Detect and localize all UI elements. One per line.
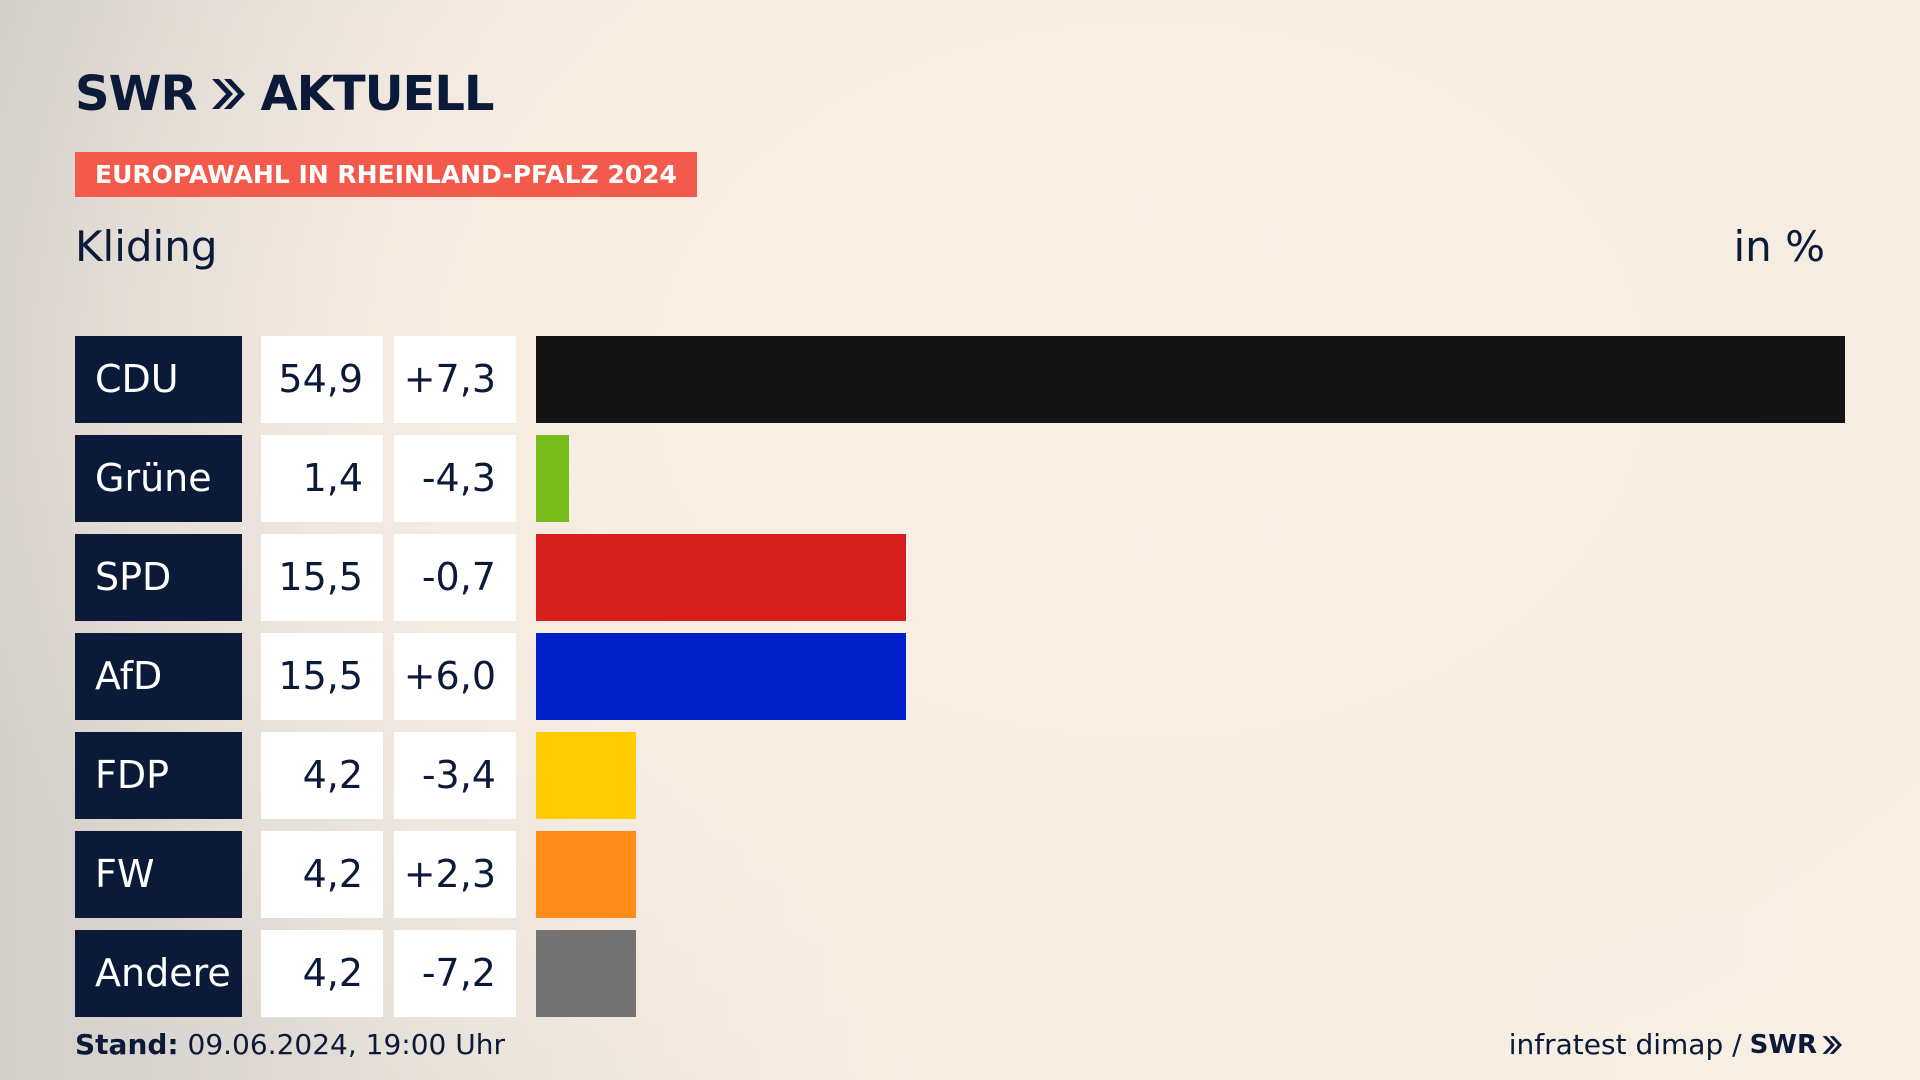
double-chevron-right-icon bbox=[1822, 1035, 1842, 1054]
party-label: AfD bbox=[75, 633, 242, 720]
result-bar bbox=[536, 732, 636, 819]
result-bar bbox=[536, 930, 636, 1017]
vote-change-value: -7,2 bbox=[394, 930, 516, 1017]
vote-change-value: -0,7 bbox=[394, 534, 516, 621]
swr-mini-logo: SWR bbox=[1750, 1030, 1843, 1060]
party-label: FDP bbox=[75, 732, 242, 819]
logo-swr-text: SWR bbox=[75, 66, 197, 122]
result-bar bbox=[536, 435, 569, 522]
vote-share-value: 4,2 bbox=[261, 732, 383, 819]
vote-change-value: +7,3 bbox=[394, 336, 516, 423]
party-label: SPD bbox=[75, 534, 242, 621]
vote-share-value: 15,5 bbox=[261, 534, 383, 621]
timestamp: Stand: 09.06.2024, 19:00 Uhr bbox=[75, 1028, 505, 1061]
source-credit: infratest dimap / SWR bbox=[1509, 1028, 1843, 1061]
vote-change-value: -3,4 bbox=[394, 732, 516, 819]
vote-change-value: +6,0 bbox=[394, 633, 516, 720]
party-label: Andere bbox=[75, 930, 242, 1017]
result-bar bbox=[536, 534, 906, 621]
stand-value: 09.06.2024, 19:00 Uhr bbox=[178, 1028, 505, 1061]
stand-label: Stand: bbox=[75, 1028, 179, 1061]
vote-change-value: -4,3 bbox=[394, 435, 516, 522]
party-label: FW bbox=[75, 831, 242, 918]
election-ribbon: EUROPAWAHL IN RHEINLAND-PFALZ 2024 bbox=[75, 152, 697, 197]
vote-share-value: 54,9 bbox=[261, 336, 383, 423]
vote-change-value: +2,3 bbox=[394, 831, 516, 918]
party-label: Grüne bbox=[75, 435, 242, 522]
vote-share-value: 15,5 bbox=[261, 633, 383, 720]
region-title: Kliding bbox=[75, 222, 218, 271]
vote-share-value: 1,4 bbox=[261, 435, 383, 522]
vote-share-value: 4,2 bbox=[261, 831, 383, 918]
source-text: infratest dimap / bbox=[1508, 1028, 1742, 1061]
unit-label: in % bbox=[1733, 222, 1825, 271]
swr-aktuell-logo: SWR AKTUELL bbox=[75, 66, 495, 122]
result-bar bbox=[536, 633, 906, 720]
vote-share-value: 4,2 bbox=[261, 930, 383, 1017]
logo-aktuell-text: AKTUELL bbox=[260, 66, 494, 122]
mini-logo-text: SWR bbox=[1749, 1029, 1817, 1060]
double-chevron-right-icon bbox=[210, 77, 246, 111]
result-bar bbox=[536, 336, 1845, 423]
result-bar bbox=[536, 831, 636, 918]
party-label: CDU bbox=[75, 336, 242, 423]
